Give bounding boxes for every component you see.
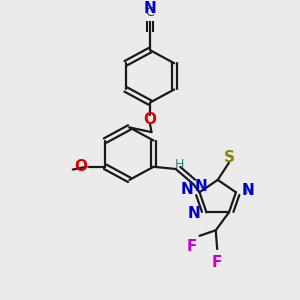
Text: N: N xyxy=(144,1,156,16)
Text: N: N xyxy=(195,179,208,194)
Text: N: N xyxy=(181,182,194,197)
Text: H: H xyxy=(245,184,254,197)
Text: N: N xyxy=(242,183,255,198)
Text: O: O xyxy=(74,159,88,174)
Text: F: F xyxy=(212,255,222,270)
Text: S: S xyxy=(224,150,235,165)
Text: O: O xyxy=(143,112,157,128)
Text: C: C xyxy=(146,6,154,19)
Text: F: F xyxy=(186,238,197,253)
Text: N: N xyxy=(188,206,201,221)
Text: H: H xyxy=(175,158,184,170)
